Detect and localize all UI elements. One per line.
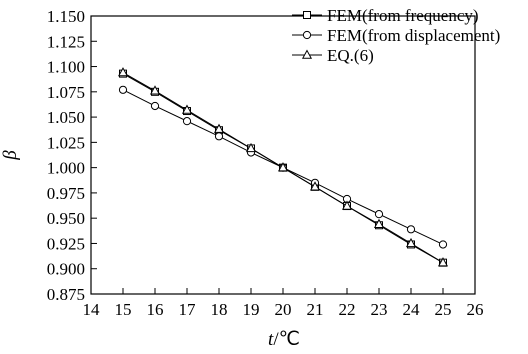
data-point-triangle (213, 123, 225, 133)
y-tick-label: 1.125 (47, 32, 85, 51)
x-tick-label: 14 (83, 300, 101, 319)
x-tick-label: 15 (115, 300, 132, 319)
legend-label: FEM(from displacement) (327, 26, 500, 45)
y-tick-label: 1.150 (47, 7, 85, 26)
data-point-triangle (405, 237, 417, 248)
data-point-circle (118, 85, 128, 94)
y-axis-title: β (0, 150, 21, 161)
y-tick-label: 0.875 (47, 285, 85, 304)
legend-marker-triangle (301, 49, 313, 59)
tick-labels: 14 15 16 17 18 19 20 21 22 23 24 25 26 0.875 0.900 0.92… (47, 7, 484, 319)
x-tick-label: 19 (243, 300, 260, 319)
x-tick-label: 18 (211, 300, 228, 319)
x-tick-label: 20 (275, 300, 292, 319)
data-point-circle (182, 117, 192, 126)
x-tick-label: 21 (307, 300, 324, 319)
legend: FEM(from frequency)FEM(from displacement… (292, 6, 500, 65)
y-tick-label: 0.975 (47, 184, 85, 203)
data-point-triangle (373, 218, 385, 228)
legend-label: EQ.(6) (327, 46, 374, 65)
y-tick-label: 1.025 (47, 133, 85, 152)
legend-entry: FEM(from frequency) (292, 6, 479, 25)
x-tick-label: 25 (435, 300, 452, 319)
x-tick-label: 24 (403, 300, 421, 319)
data-point-triangle (181, 104, 193, 114)
data-point-triangle (117, 67, 129, 77)
data-point-triangle (309, 181, 321, 191)
x-tick-label: 22 (339, 300, 356, 319)
y-tick-label: 0.950 (47, 209, 85, 228)
x-tick-label: 17 (179, 300, 197, 319)
x-axis-title-unit: /℃ (273, 329, 300, 350)
series-layer (117, 67, 449, 267)
axis-ticks (90, 15, 476, 295)
plot-area-border (90, 15, 476, 295)
x-axis-title-symbol: t (268, 329, 274, 350)
data-point-circle (214, 132, 224, 141)
y-tick-label: 1.000 (47, 159, 85, 178)
data-point-triangle (277, 162, 289, 172)
data-point-circle (374, 210, 384, 219)
x-tick-label: 23 (371, 300, 388, 319)
x-tick-label: 16 (147, 300, 164, 319)
x-tick-label: 26 (467, 300, 484, 319)
x-axis-title: t/℃ (268, 329, 300, 350)
data-point-circle (406, 225, 416, 234)
legend-entry: FEM(from displacement) (292, 26, 500, 45)
data-point-circle (150, 101, 160, 111)
plot-frame (90, 15, 476, 295)
data-point-triangle (437, 257, 449, 267)
legend-entry: EQ.(6) (292, 46, 374, 65)
series-triangle (117, 67, 449, 267)
y-tick-label: 0.925 (47, 234, 85, 253)
legend-marker-square (303, 11, 311, 19)
data-point-circle (438, 240, 448, 249)
legend-label: FEM(from frequency) (327, 6, 479, 25)
data-point-triangle (341, 200, 353, 210)
data-point-triangle (149, 85, 161, 95)
data-point-triangle (245, 142, 257, 153)
y-tick-label: 0.900 (47, 260, 85, 279)
legend-marker-circle (302, 30, 312, 40)
y-tick-label: 1.050 (47, 108, 85, 127)
y-tick-label: 1.100 (47, 58, 85, 77)
y-tick-label: 1.075 (47, 83, 85, 102)
